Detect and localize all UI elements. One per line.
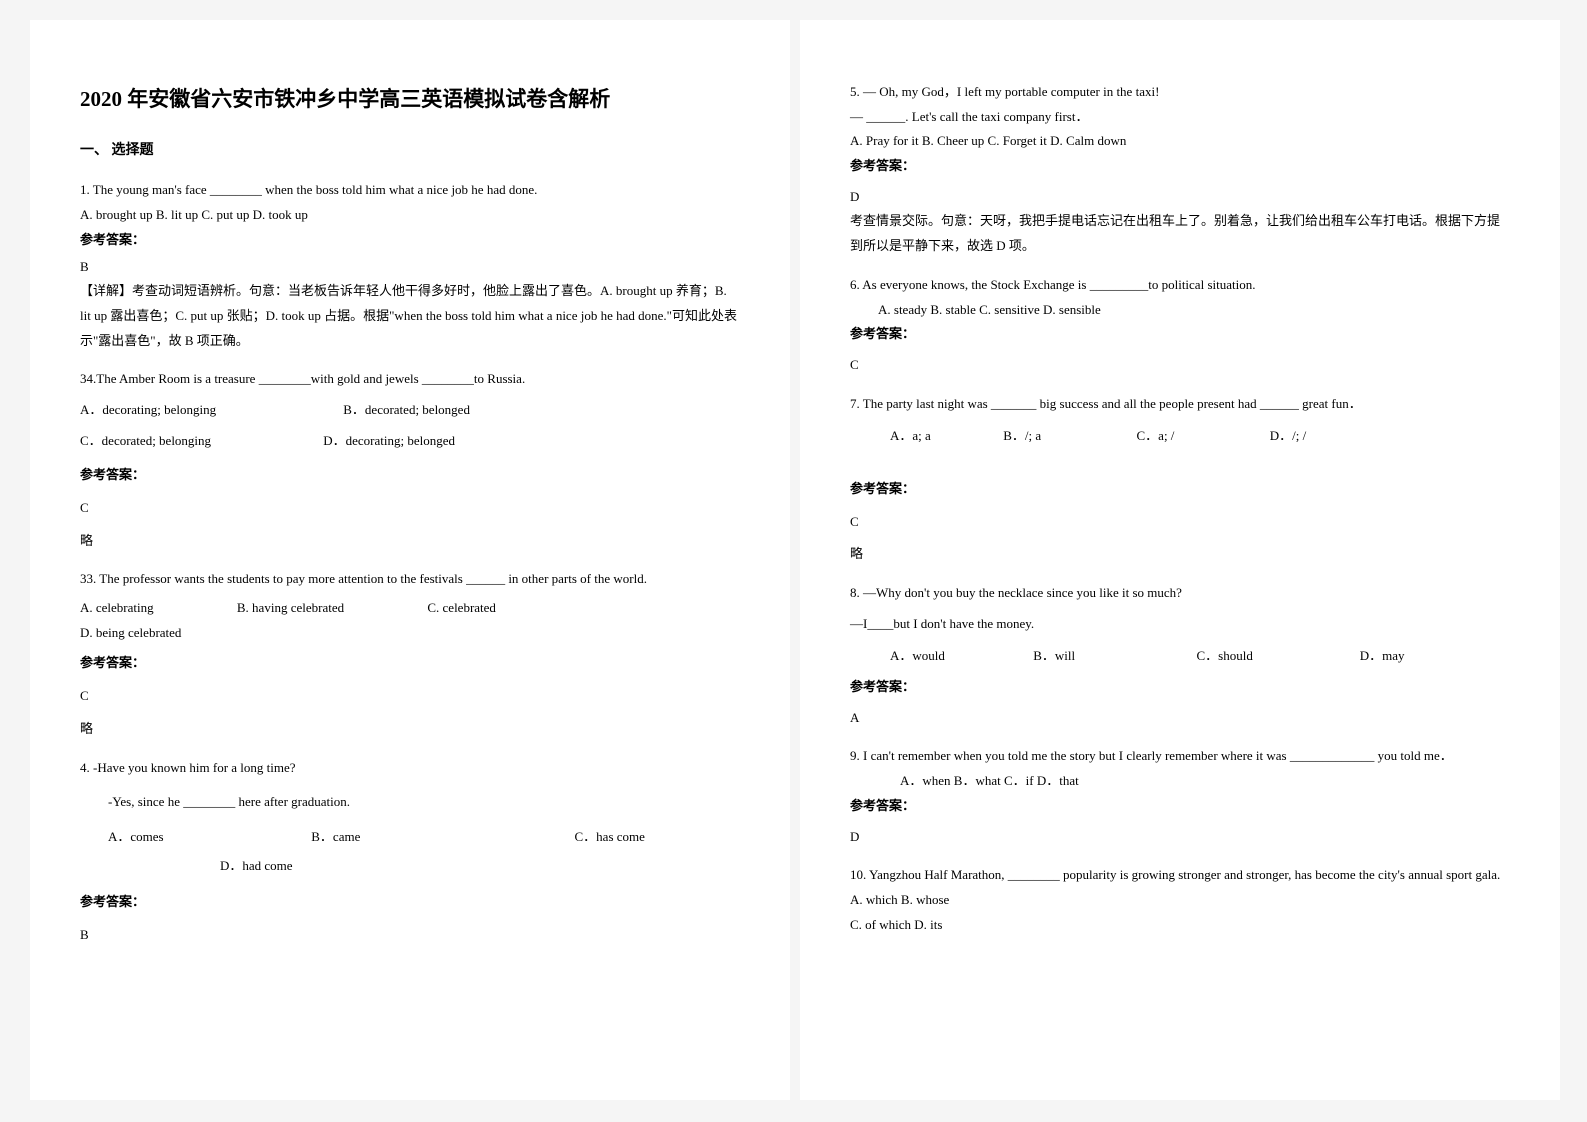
q33-b: B. having celebrated xyxy=(237,596,344,621)
q8-ans-label: 参考答案： xyxy=(850,675,1510,700)
q6-opts: A. steady B. stable C. sensitive D. sens… xyxy=(850,298,1510,323)
q33-c: C. celebrated xyxy=(427,596,496,621)
question-8: 8. —Why don't you buy the necklace since… xyxy=(850,581,1510,730)
q4-ans-label: 参考答案： xyxy=(80,890,740,915)
q8-l2: —I____but I don't have the money. xyxy=(850,612,1510,637)
q34-d: D．decorating; belonged xyxy=(323,433,455,448)
q1-ans: B xyxy=(80,255,740,280)
q34-a: A．decorating; belonging xyxy=(80,398,340,423)
q34-ans-label: 参考答案： xyxy=(80,463,740,488)
q34-b: B．decorated; belonged xyxy=(343,402,470,417)
q1-ans-label: 参考答案： xyxy=(80,228,740,253)
q5-expl: 考查情景交际。句意：天呀，我把手提电话忘记在出租车上了。别着急，让我们给出租车公… xyxy=(850,209,1510,258)
question-4: 4. -Have you known him for a long time? … xyxy=(80,756,740,948)
q4-d: D．had come xyxy=(80,854,740,879)
q33-ans: C xyxy=(80,684,740,709)
q34-ans: C xyxy=(80,496,740,521)
q8-a: A．would xyxy=(890,644,1030,669)
q6-ans: C xyxy=(850,353,1510,378)
q1-opts: A. brought up B. lit up C. put up D. too… xyxy=(80,203,740,228)
question-6: 6. As everyone knows, the Stock Exchange… xyxy=(850,273,1510,378)
q9-ans-label: 参考答案： xyxy=(850,794,1510,819)
q34-omit: 略 xyxy=(80,529,740,554)
q10-l3: C. of which D. its xyxy=(850,913,1510,938)
q1-expl: 【详解】考查动词短语辨析。句意：当老板告诉年轻人他干得多好时，他脸上露出了喜色。… xyxy=(80,279,740,353)
q4-text: 4. -Have you known him for a long time? xyxy=(80,756,740,781)
q5-ans-label: 参考答案： xyxy=(850,154,1510,179)
q7-ans-label: 参考答案： xyxy=(850,477,1510,502)
q8-b: B．will xyxy=(1033,644,1193,669)
q8-d: D．may xyxy=(1360,648,1405,663)
q7-d: D．/; / xyxy=(1270,428,1306,443)
doc-title: 2020 年安徽省六安市铁冲乡中学高三英语模拟试卷含解析 xyxy=(80,80,740,120)
q4-a: A．comes xyxy=(108,825,308,850)
q6-text: 6. As everyone knows, the Stock Exchange… xyxy=(850,273,1510,298)
q7-a: A．a; a xyxy=(890,424,1000,449)
q5-ans: D xyxy=(850,185,1510,210)
q4-ans: B xyxy=(80,923,740,948)
q4-c: C．has come xyxy=(575,829,645,844)
q33-a: A. celebrating xyxy=(80,596,154,621)
q5-l2: — ______. Let's call the taxi company fi… xyxy=(850,105,1510,130)
q9-text: 9. I can't remember when you told me the… xyxy=(850,744,1510,769)
q10-l2: A. which B. whose xyxy=(850,888,1510,913)
q9-ans: D xyxy=(850,825,1510,850)
q33-ans-label: 参考答案： xyxy=(80,651,740,676)
question-10: 10. Yangzhou Half Marathon, ________ pop… xyxy=(850,863,1510,937)
q6-ans-label: 参考答案： xyxy=(850,322,1510,347)
q4-line2: -Yes, since he ________ here after gradu… xyxy=(80,790,740,815)
q7-omit: 略 xyxy=(850,542,1510,567)
q33-text: 33. The professor wants the students to … xyxy=(80,567,740,592)
page-left: 2020 年安徽省六安市铁冲乡中学高三英语模拟试卷含解析 一、 选择题 1. T… xyxy=(30,20,790,1100)
question-9: 9. I can't remember when you told me the… xyxy=(850,744,1510,849)
page-right: 5. — Oh, my God，I left my portable compu… xyxy=(800,20,1560,1100)
q33-d: D. being celebrated xyxy=(80,621,181,646)
section-1-head: 一、 选择题 xyxy=(80,138,740,165)
q7-ans: C xyxy=(850,510,1510,535)
question-34: 34.The Amber Room is a treasure ________… xyxy=(80,367,740,553)
q34-c: C．decorated; belonging xyxy=(80,429,320,454)
q7-b: B．/; a xyxy=(1003,424,1133,449)
q9-opts: A．when B．what C．if D．that xyxy=(850,769,1510,794)
q34-text: 34.The Amber Room is a treasure ________… xyxy=(80,367,740,392)
q33-omit: 略 xyxy=(80,717,740,742)
q10-text: 10. Yangzhou Half Marathon, ________ pop… xyxy=(850,863,1510,888)
q7-c: C．a; / xyxy=(1137,424,1267,449)
q5-opts: A. Pray for it B. Cheer up C. Forget it … xyxy=(850,129,1510,154)
q5-l1: 5. — Oh, my God，I left my portable compu… xyxy=(850,80,1510,105)
q1-text: 1. The young man's face ________ when th… xyxy=(80,178,740,203)
question-7: 7. The party last night was _______ big … xyxy=(850,392,1510,567)
q4-b: B．came xyxy=(311,825,571,850)
question-1: 1. The young man's face ________ when th… xyxy=(80,178,740,353)
q7-text: 7. The party last night was _______ big … xyxy=(850,392,1510,417)
q8-l1: 8. —Why don't you buy the necklace since… xyxy=(850,581,1510,606)
question-5: 5. — Oh, my God，I left my portable compu… xyxy=(850,80,1510,259)
q8-c: C．should xyxy=(1197,644,1357,669)
question-33: 33. The professor wants the students to … xyxy=(80,567,740,741)
q8-ans: A xyxy=(850,706,1510,731)
